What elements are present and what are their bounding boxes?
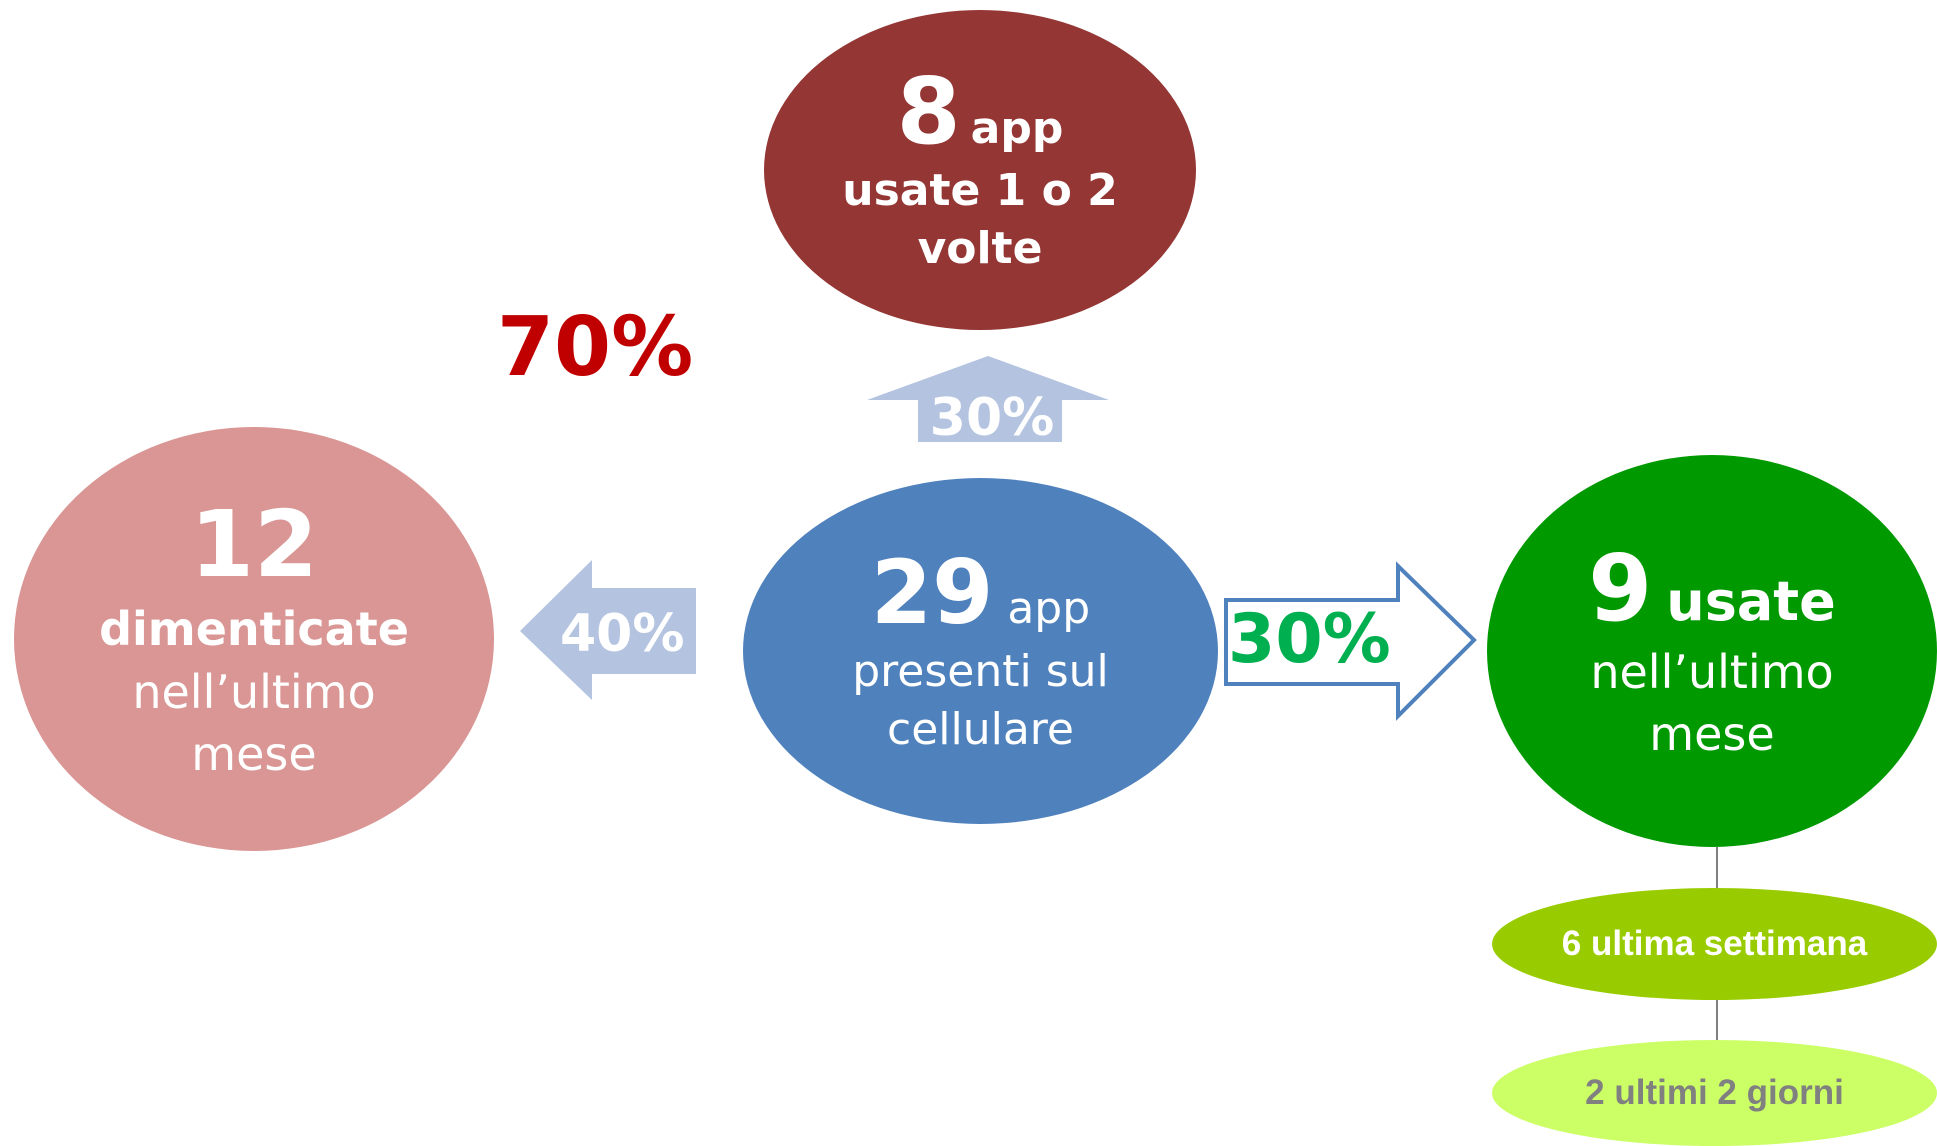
- node-used-once-twice: 8 app usate 1 o 2 volte: [764, 10, 1196, 330]
- node-top-line1: usate 1 o 2: [842, 165, 1118, 216]
- right-arrow-percentage: 30%: [1228, 600, 1391, 679]
- node-center-line1: presenti sul: [852, 646, 1109, 697]
- node-left-line3: mese: [191, 727, 317, 781]
- node-center-line2: cellulare: [887, 704, 1074, 755]
- node-right-line1: nell’ultimo: [1590, 645, 1834, 699]
- node-center-number: 29: [870, 541, 994, 644]
- node-top-number: 8: [896, 58, 961, 165]
- node-right-number: 9: [1588, 535, 1653, 642]
- connector-line: [1716, 1000, 1718, 1040]
- node-right-line2: mese: [1649, 707, 1775, 761]
- arrow-up: [867, 356, 1109, 442]
- node-center-unit: app: [1007, 583, 1091, 634]
- arrow-left: [520, 560, 696, 700]
- node-left-line2: nell’ultimo: [132, 665, 376, 719]
- up-arrow-percentage: 30%: [929, 388, 1055, 448]
- connector-line: [1716, 847, 1718, 888]
- node-used-last-month: 9 usate nell’ultimo mese: [1487, 455, 1937, 847]
- node-installed-apps: 29 app presenti sul cellulare: [743, 478, 1218, 824]
- node-right-unit: usate: [1666, 570, 1836, 633]
- arrow-right: [1224, 561, 1477, 721]
- combined-percentage: 70%: [497, 300, 694, 395]
- subnode-last-two-days: 2 ultimi 2 giorni: [1492, 1040, 1937, 1146]
- left-arrow-percentage: 40%: [560, 604, 685, 664]
- node-left-line1: dimenticate: [99, 602, 409, 656]
- node-top-line2: volte: [917, 223, 1043, 274]
- node-top-unit: app: [970, 103, 1064, 154]
- node-forgotten: 12 dimenticate nell’ultimo mese: [14, 427, 494, 851]
- node-left-number: 12: [189, 491, 319, 598]
- subnode-last-week: 6 ultima settimana: [1492, 888, 1937, 1000]
